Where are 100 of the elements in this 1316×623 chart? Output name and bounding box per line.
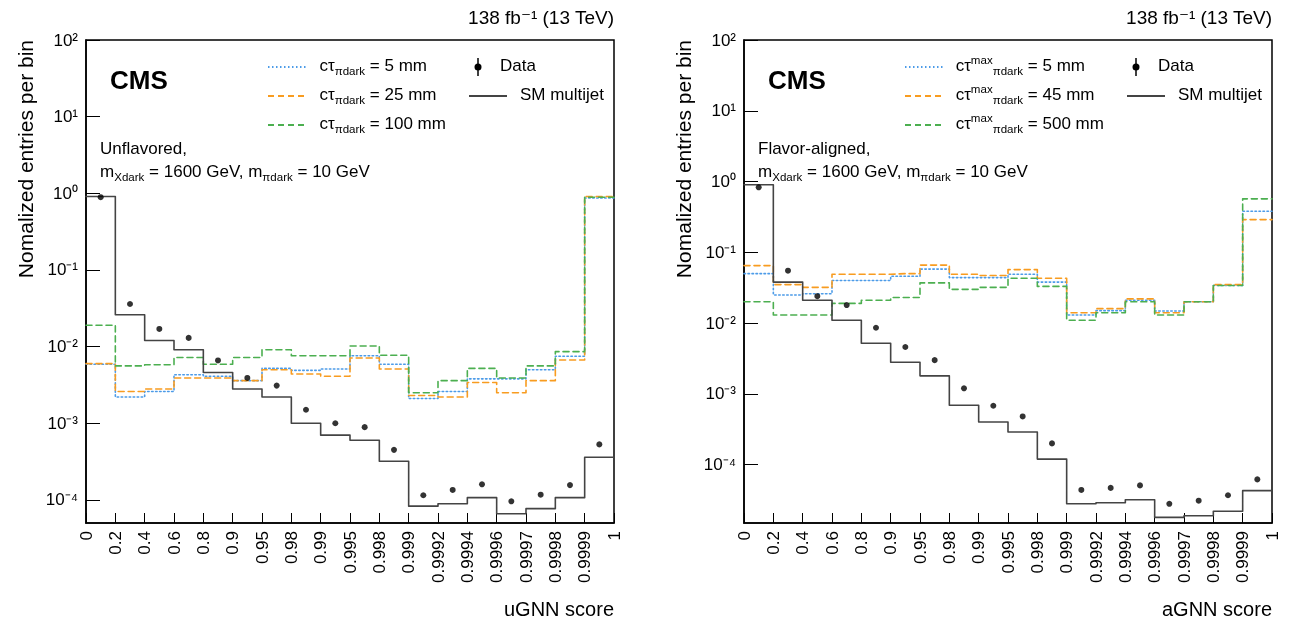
y-tick-label: 10² [53,30,79,50]
point [215,357,221,364]
point [1049,440,1055,447]
x-tick-label: 0.998 [369,531,389,574]
point [873,324,879,331]
legend-label: Data [499,56,536,76]
x-tick-label: 0.95 [252,531,272,565]
x-tick-label: 1 [1262,531,1282,541]
x-tick-label: 0.999 [399,531,419,574]
x-axis-title: aGNN score [1161,598,1272,620]
annotation: m$_{X}$$_{dark}$ = 1600 GeV, m$_{π}$$_{dark}$ = 10 GeV [100,162,370,184]
legend-label: SM multijet [1177,85,1262,105]
legend-label: SM multijet [519,85,604,105]
point [332,420,339,427]
x-tick-label: 0.9999 [575,531,595,583]
y-tick-label: 10⁰ [53,183,78,203]
x-tick-label: 0.99 [969,531,989,565]
x-tick-label: 0.98 [939,531,959,565]
x-tick-label: 0.9 [223,531,243,555]
x-tick-label: 0.95 [910,531,930,565]
y-tick-label: 10⁰ [711,172,736,192]
x-tick-label: 0.998 [1027,531,1047,574]
point [1166,500,1173,507]
x-tick-label: 0.8 [851,531,871,555]
y-tick-label: 10⁻⁴ [45,490,78,510]
point [567,482,573,489]
annotation: CMS [768,65,826,95]
point [185,334,192,341]
y-tick-label: 10² [711,30,737,50]
point [420,492,427,499]
point [1137,482,1143,489]
x-tick-label: 0.98 [281,531,301,565]
point [902,343,909,350]
x-tick-label: 0.9992 [1086,531,1106,583]
y-axis-title: Nomalized entries per bin [672,40,696,279]
point [785,267,791,274]
point [843,302,850,309]
x-tick-label: 0.999 [1057,531,1077,574]
point [1019,413,1026,420]
point [479,481,485,488]
x-tick-label: 0.9998 [1203,531,1223,583]
legend-label: cτ$_{π}$$_{dark}$ = 5 mm [319,56,427,78]
point [391,446,397,453]
annotation: Unflavored, [100,139,187,159]
point [97,194,104,201]
x-tick-label: 0.9994 [1115,531,1135,583]
y-tick-label: 10⁻² [705,313,737,333]
point [755,184,762,191]
annotation: Flavor-aligned, [758,139,871,159]
point [931,357,938,364]
annotation: CMS [110,65,168,95]
x-tick-label: 0 [734,531,754,541]
x-tick-label: 0.4 [793,531,813,555]
x-tick-label: 0.6 [164,531,184,555]
x-tick-label: 0.9997 [1174,531,1194,583]
point [1254,476,1261,483]
point [1107,484,1114,491]
point [361,424,368,431]
x-tick-label: 0.4 [135,531,155,555]
x-axis-title: uGNN score [503,598,614,620]
legend-label: Data [1157,56,1194,76]
legend-label: cτ$_{π}$$_{dark}$ = 25 mm [319,85,437,107]
point [449,486,456,493]
annotation: m$_{X}$$_{dark}$ = 1600 GeV, m$_{π}$$_{dark}$ = 10 GeV [758,162,1028,184]
x-tick-label: 0 [76,531,96,541]
point [303,406,309,413]
y-axis-title: Nomalized entries per bin [14,40,38,279]
x-tick-label: 0.9994 [457,531,477,583]
x-tick-label: 0.9 [881,531,901,555]
point [1195,497,1202,504]
y-tick-label: 10⁻² [47,337,79,357]
x-tick-label: 0.9996 [1145,531,1165,583]
y-tick-label: 10⁻¹ [705,242,737,262]
x-tick-label: 0.2 [105,531,125,555]
x-tick-label: 0.8 [193,531,213,555]
y-tick-label: 10⁻³ [705,384,737,404]
x-tick-label: 0.9999 [1233,531,1253,583]
point [1225,492,1231,499]
x-tick-label: 0.6 [822,531,842,555]
text: 138 fb⁻¹ (13 TeV) [1126,7,1272,29]
x-tick-label: 0.995 [998,531,1018,574]
x-tick-label: 0.2 [763,531,783,555]
point [537,491,544,498]
point [127,300,133,307]
point [990,402,997,409]
x-tick-label: 0.9992 [428,531,448,583]
y-tick-label: 10¹ [53,107,79,127]
legend-label: cτ$_{π}$$_{dark}$ = 100 mm [319,114,446,136]
point [1078,486,1085,493]
x-tick-label: 1 [604,531,624,541]
x-tick-label: 0.995 [340,531,360,574]
text: 138 fb⁻¹ (13 TeV) [468,7,614,29]
point [814,293,821,300]
point [244,374,251,381]
x-tick-label: 0.9998 [545,531,565,583]
x-tick-label: 0.9996 [487,531,507,583]
y-tick-label: 10¹ [711,101,737,121]
point [596,441,603,448]
point [961,385,967,392]
point [156,325,163,332]
